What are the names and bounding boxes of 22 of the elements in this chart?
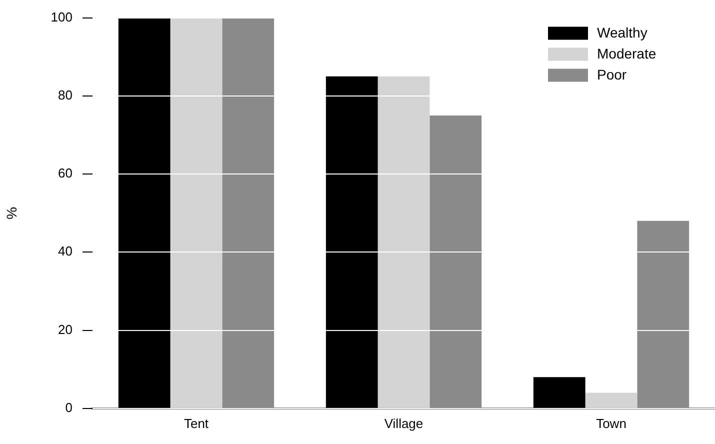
bar	[326, 76, 378, 408]
bar	[430, 115, 482, 408]
y-tick-label: 0	[65, 400, 72, 415]
y-tick-label: 80	[58, 88, 72, 102]
legend-label: Moderate	[597, 46, 656, 62]
y-tick-label: 20	[58, 322, 72, 337]
y-tick-label: 100	[50, 9, 72, 24]
y-tick-label: 60	[58, 166, 72, 181]
bar	[533, 377, 586, 408]
legend-label: Poor	[597, 66, 627, 83]
x-tick-label: Village	[384, 416, 424, 431]
bar	[222, 18, 274, 408]
y-tick-label: 40	[58, 244, 72, 259]
x-tick-label: Tent	[184, 416, 209, 431]
legend-label: Wealthy	[597, 24, 648, 41]
bar	[637, 220, 690, 408]
bar	[118, 18, 170, 408]
bar	[170, 18, 222, 408]
bar	[585, 392, 638, 408]
y-axis-title: %	[3, 206, 20, 220]
bar	[378, 76, 430, 408]
x-tick-label: Town	[596, 416, 626, 431]
